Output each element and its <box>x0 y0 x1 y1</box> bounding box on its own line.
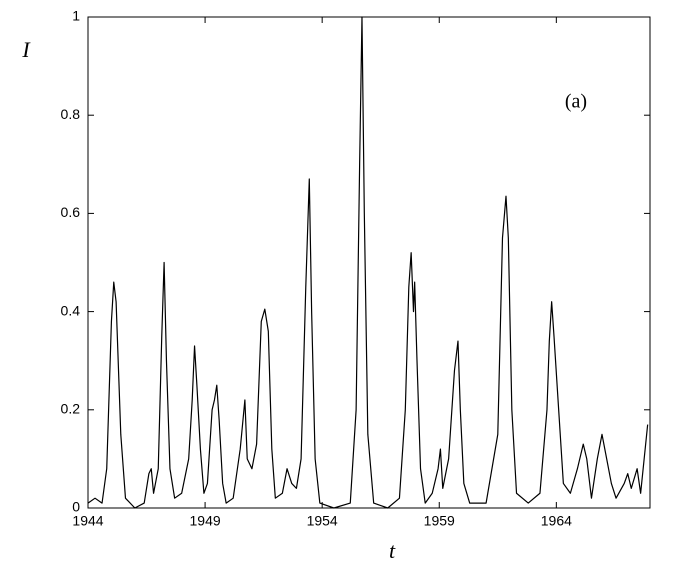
annotation: (a) <box>565 91 587 113</box>
y-tick-label: 0.8 <box>61 106 81 122</box>
y-tick-label: 0.4 <box>61 302 81 318</box>
data-line <box>87 16 649 509</box>
x-tick-label: 1944 <box>72 513 103 529</box>
plot-frame <box>87 16 651 509</box>
x-tick-label: 1949 <box>190 513 221 529</box>
y-tick-label: 1 <box>72 8 80 24</box>
y-axis-label: I <box>21 37 31 62</box>
y-tick-label: 0.6 <box>61 204 81 220</box>
y-tick-label: 0 <box>72 499 80 515</box>
x-tick-label: 1964 <box>541 513 572 529</box>
x-axis-label: t <box>389 538 396 563</box>
x-tick-label: 1954 <box>307 513 338 529</box>
x-tick-label: 1959 <box>424 513 455 529</box>
y-tick-label: 0.2 <box>61 401 81 417</box>
